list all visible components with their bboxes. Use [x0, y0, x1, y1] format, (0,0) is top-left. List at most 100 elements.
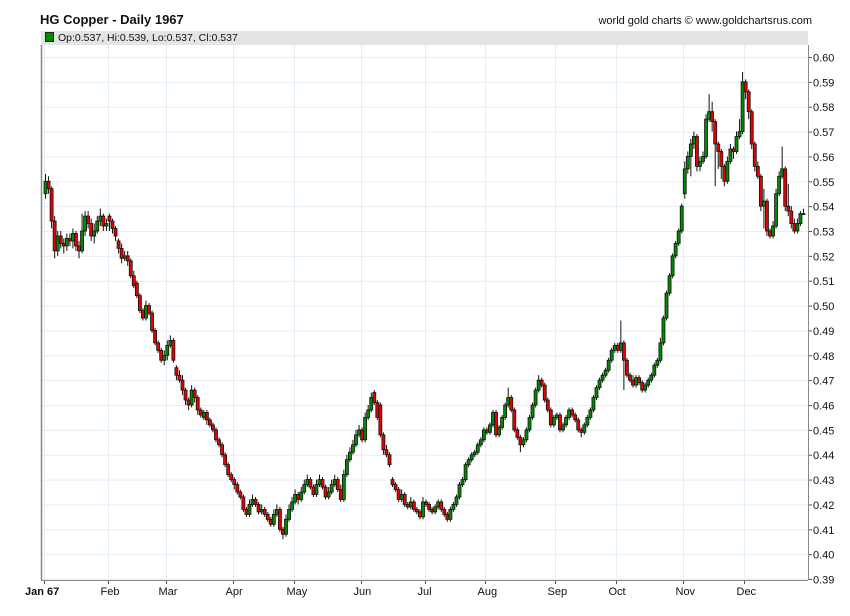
- candle-body: [591, 397, 596, 411]
- candle-body: [207, 419, 212, 426]
- candle-body: [774, 193, 778, 227]
- candle-body: [533, 389, 538, 406]
- candle-body: [551, 417, 556, 426]
- candle-body: [220, 444, 224, 456]
- candle: [207, 417, 212, 428]
- candle: [722, 163, 727, 187]
- candle: [326, 487, 331, 500]
- candle-body: [293, 494, 298, 503]
- candle: [278, 506, 282, 532]
- candle-body: [765, 200, 769, 232]
- candle: [488, 422, 492, 435]
- candle-body: [217, 439, 221, 446]
- candles: [43, 71, 806, 540]
- y-tick-label: 0.60: [813, 53, 834, 65]
- candle-body: [512, 409, 517, 431]
- candle: [646, 377, 651, 388]
- candle-body: [743, 81, 748, 93]
- candle: [755, 161, 760, 179]
- candle-body: [308, 479, 313, 488]
- candle-body: [186, 399, 191, 406]
- candle-body: [737, 131, 742, 137]
- candle: [396, 487, 401, 502]
- ohlc-readout: Op:0.537, Hi:0.539, Lo:0.537, Cl:0.537: [58, 32, 238, 44]
- candle: [661, 315, 666, 346]
- candle: [354, 429, 358, 448]
- candle: [168, 335, 173, 348]
- candle-body: [555, 414, 559, 418]
- candle: [338, 484, 343, 502]
- candle-body: [469, 454, 474, 461]
- candle-body: [332, 479, 337, 485]
- candle: [472, 449, 477, 458]
- candle: [670, 253, 675, 279]
- candle: [244, 506, 249, 517]
- candle-body: [116, 240, 121, 249]
- candle-body: [357, 429, 361, 436]
- candle-body: [305, 479, 310, 485]
- candle-body: [500, 417, 505, 428]
- candle: [274, 504, 279, 517]
- candle: [408, 496, 413, 510]
- candle-body: [250, 499, 255, 505]
- candle-body: [600, 374, 605, 381]
- candle-body: [402, 494, 407, 505]
- candle: [125, 250, 130, 266]
- candle: [512, 407, 517, 433]
- candle: [317, 474, 322, 488]
- candle: [311, 484, 316, 497]
- candle-body: [424, 501, 428, 505]
- x-tick-label: Mar: [159, 586, 178, 598]
- candle-body: [585, 417, 590, 426]
- y-tick-label: 0.42: [813, 500, 834, 512]
- candle: [183, 387, 188, 405]
- candle-body: [189, 389, 194, 406]
- y-tick-label: 0.41: [813, 525, 834, 537]
- candle-body: [119, 247, 124, 259]
- candle: [427, 501, 431, 512]
- candle-body: [634, 377, 638, 386]
- candle-body: [695, 136, 699, 167]
- candle: [506, 387, 511, 408]
- x-tick-label: Jun: [354, 586, 372, 598]
- candle: [631, 375, 635, 388]
- candle-body: [204, 412, 209, 421]
- candle-body: [746, 91, 751, 113]
- candle-body: [801, 213, 806, 216]
- candle-body: [783, 168, 788, 207]
- candle: [351, 439, 355, 455]
- candle: [795, 218, 800, 234]
- candle: [290, 496, 294, 512]
- gridlines: [41, 45, 808, 580]
- candle: [716, 141, 721, 169]
- candle: [628, 372, 632, 383]
- candle-body: [177, 374, 182, 381]
- candle: [606, 357, 611, 373]
- candle: [676, 228, 681, 246]
- candle: [548, 407, 553, 428]
- candle-body: [159, 349, 164, 361]
- candle-body: [421, 501, 425, 518]
- candle: [530, 402, 535, 420]
- candle-body: [162, 354, 167, 361]
- candle: [433, 504, 438, 515]
- candle: [131, 270, 136, 289]
- candle-body: [789, 210, 794, 224]
- candle: [226, 462, 231, 478]
- candle: [777, 171, 782, 197]
- candle: [758, 173, 763, 212]
- candle-body: [46, 180, 51, 190]
- candle: [460, 477, 465, 488]
- candle: [603, 367, 608, 378]
- candle: [80, 213, 84, 254]
- candle-body: [360, 429, 364, 441]
- candle-body: [396, 489, 401, 500]
- candle: [402, 492, 407, 507]
- y-tick-label: 0.51: [813, 276, 834, 288]
- candle-body: [113, 228, 118, 237]
- candle-body: [786, 205, 791, 212]
- candle: [448, 506, 453, 522]
- candle-body: [201, 412, 206, 418]
- candle: [725, 156, 730, 184]
- candle-body: [646, 379, 651, 386]
